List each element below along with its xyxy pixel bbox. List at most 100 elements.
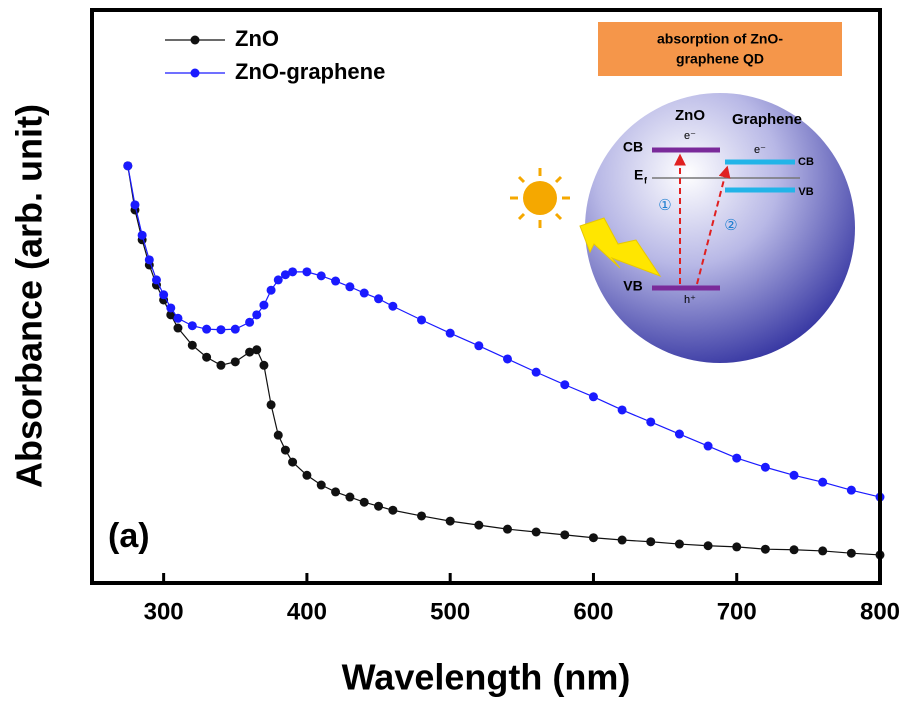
data-point bbox=[532, 368, 541, 377]
data-point bbox=[288, 458, 297, 467]
data-point bbox=[675, 540, 684, 549]
chart: Absorbance (arb. unit) Wavelength (nm) (… bbox=[0, 0, 910, 704]
data-point bbox=[618, 536, 627, 545]
data-point bbox=[130, 200, 139, 209]
data-point bbox=[145, 255, 154, 264]
data-point bbox=[274, 431, 283, 440]
data-point bbox=[790, 471, 799, 480]
data-point bbox=[474, 521, 483, 530]
zno-label: ZnO bbox=[675, 107, 705, 124]
inset-title: absorption of ZnO- bbox=[657, 31, 783, 47]
data-point bbox=[360, 289, 369, 298]
legend-label: ZnO bbox=[235, 26, 279, 51]
data-point bbox=[231, 357, 240, 366]
quantum-dot bbox=[585, 93, 855, 363]
data-point bbox=[259, 301, 268, 310]
path-label: ① bbox=[658, 197, 671, 214]
data-point bbox=[761, 545, 770, 554]
data-point bbox=[474, 341, 483, 350]
data-point bbox=[159, 290, 168, 299]
legend-label: ZnO-graphene bbox=[235, 59, 385, 84]
data-point bbox=[532, 528, 541, 537]
data-point bbox=[818, 478, 827, 487]
data-point bbox=[646, 417, 655, 426]
x-tick-label: 300 bbox=[144, 598, 184, 625]
data-point bbox=[446, 329, 455, 338]
path-label: ② bbox=[724, 217, 737, 234]
inset: absorption of ZnO- graphene QD ZnO Graph… bbox=[510, 22, 855, 363]
inset-title: graphene QD bbox=[676, 51, 764, 67]
graphene-vb-label: VB bbox=[798, 186, 813, 198]
data-point bbox=[732, 454, 741, 463]
data-point bbox=[560, 530, 569, 539]
data-point bbox=[302, 471, 311, 480]
data-point bbox=[589, 392, 598, 401]
data-point bbox=[503, 354, 512, 363]
data-point bbox=[123, 161, 132, 170]
sun-icon bbox=[510, 168, 570, 228]
data-point bbox=[704, 541, 713, 550]
data-point bbox=[252, 345, 261, 354]
data-point bbox=[259, 361, 268, 370]
data-point bbox=[503, 525, 512, 534]
data-point bbox=[675, 430, 684, 439]
data-point bbox=[173, 314, 182, 323]
y-axis-label: Absorbance (arb. unit) bbox=[9, 104, 50, 488]
data-point bbox=[202, 325, 211, 334]
data-point bbox=[216, 361, 225, 370]
data-point bbox=[732, 542, 741, 551]
data-point bbox=[152, 275, 161, 284]
data-point bbox=[388, 302, 397, 311]
x-tick-label: 400 bbox=[287, 598, 327, 625]
data-point bbox=[847, 486, 856, 495]
data-point bbox=[302, 267, 311, 276]
data-point bbox=[245, 318, 254, 327]
data-point bbox=[847, 549, 856, 558]
data-point bbox=[646, 537, 655, 546]
fermi-label: E bbox=[634, 167, 643, 183]
data-point bbox=[231, 325, 240, 334]
graphene-cb-label: CB bbox=[798, 156, 814, 168]
data-point bbox=[188, 341, 197, 350]
data-point bbox=[446, 517, 455, 526]
data-point bbox=[360, 498, 369, 507]
x-axis-label: Wavelength (nm) bbox=[342, 657, 631, 698]
data-point bbox=[388, 506, 397, 515]
data-point bbox=[267, 286, 276, 295]
data-point bbox=[790, 545, 799, 554]
data-point bbox=[281, 446, 290, 455]
data-point bbox=[202, 353, 211, 362]
data-point bbox=[317, 481, 326, 490]
data-point bbox=[173, 324, 182, 333]
panel-label: (a) bbox=[108, 517, 150, 555]
legend-symbol bbox=[191, 36, 200, 45]
data-point bbox=[216, 325, 225, 334]
cb-label: CB bbox=[623, 139, 643, 155]
data-point bbox=[267, 400, 276, 409]
data-point bbox=[374, 294, 383, 303]
x-tick-label: 500 bbox=[430, 598, 470, 625]
data-point bbox=[761, 463, 770, 472]
vb-label: VB bbox=[623, 278, 642, 294]
data-point bbox=[252, 310, 261, 319]
x-tick-label: 600 bbox=[573, 598, 613, 625]
data-point bbox=[317, 271, 326, 280]
data-point bbox=[288, 267, 297, 276]
data-point bbox=[331, 487, 340, 496]
data-point bbox=[166, 303, 175, 312]
data-point bbox=[138, 231, 147, 240]
data-point bbox=[589, 533, 598, 542]
graphene-electron-label: e⁻ bbox=[754, 144, 766, 156]
x-tick-label: 700 bbox=[717, 598, 757, 625]
data-point bbox=[331, 277, 340, 286]
hole-label: h⁺ bbox=[684, 294, 696, 306]
data-point bbox=[188, 321, 197, 330]
data-point bbox=[618, 405, 627, 414]
data-point bbox=[374, 502, 383, 511]
data-point bbox=[560, 380, 569, 389]
electron-label: e⁻ bbox=[684, 130, 696, 142]
data-point bbox=[417, 511, 426, 520]
legend-symbol bbox=[191, 69, 200, 78]
data-point bbox=[417, 315, 426, 324]
data-point bbox=[345, 493, 354, 502]
